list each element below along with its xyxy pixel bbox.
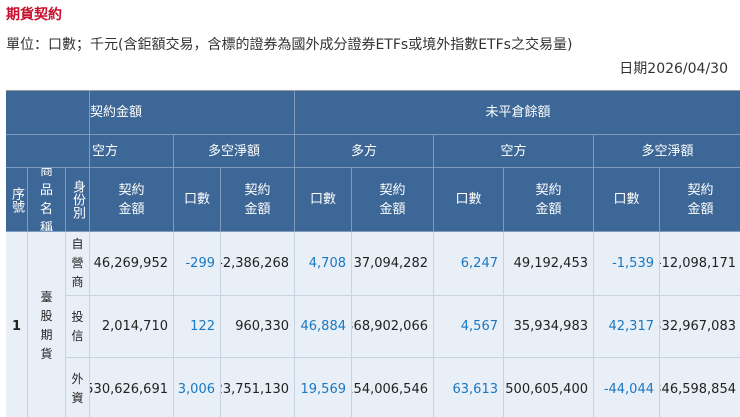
cell-oi-short-amount: 500,605,400: [504, 358, 594, 417]
cell-oi-short-amount: 49,192,453: [504, 232, 594, 296]
cell-short-amount: 530,626,691: [90, 358, 174, 417]
col-header-identity: 身份別: [66, 168, 90, 232]
row-seq: 1: [6, 232, 28, 417]
cell-oi-net-lots[interactable]: -1,539: [594, 232, 660, 296]
futures-table: 契約金額 未平倉餘額 空方 多空淨額 多方 空方 多空淨額 序號 商品名稱 身份…: [6, 90, 740, 417]
cell-oi-long-amount: 37,094,282: [352, 232, 434, 296]
cell-oi-long-amount: 154,006,546: [352, 358, 434, 417]
col-header-net-lots: 口數: [174, 168, 221, 232]
col-header-net-amount: 契約金額: [221, 168, 295, 232]
cell-oi-short-lots[interactable]: 6,247: [434, 232, 504, 296]
sub-header-net-traded: 多空淨額: [174, 135, 295, 168]
cell-oi-net-amount: 332,967,083: [660, 296, 740, 358]
group-header-traded-amount: 契約金額: [90, 91, 295, 135]
sub-header-net-oi: 多空淨額: [594, 135, 740, 168]
cell-oi-net-amount: -346,598,854: [660, 358, 740, 417]
date-label: 日期2026/04/30: [619, 61, 728, 77]
header-corner-2: [6, 135, 90, 168]
col-header-oi-long-lots: 口數: [295, 168, 352, 232]
cell-oi-long-amount: 368,902,066: [352, 296, 434, 358]
cell-oi-short-amount: 35,934,983: [504, 296, 594, 358]
identity-foreign-investors: 外資: [66, 358, 90, 417]
cell-oi-net-lots[interactable]: -44,044: [594, 358, 660, 417]
col-header-oi-net-lots: 口數: [594, 168, 660, 232]
col-header-oi-short-lots: 口數: [434, 168, 504, 232]
col-header-oi-net-amount: 契約金額: [660, 168, 740, 232]
cell-short-amount: 46,269,952: [90, 232, 174, 296]
cell-net-amount: -2,386,268: [221, 232, 295, 296]
cell-oi-long-lots[interactable]: 46,884: [295, 296, 352, 358]
group-header-open-interest: 未平倉餘額: [295, 91, 740, 135]
unit-note: 單位：口數；千元(含鉅額交易，含標的證券為國外成分證券ETFs或境外指數ETFs…: [6, 37, 573, 53]
cell-oi-net-lots[interactable]: 42,317: [594, 296, 660, 358]
col-header-short-amount: 契約金額: [90, 168, 174, 232]
cell-oi-long-lots[interactable]: 19,569: [295, 358, 352, 417]
col-header-seq: 序號: [6, 168, 28, 232]
cell-oi-long-lots[interactable]: 4,708: [295, 232, 352, 296]
cell-short-amount: 2,014,710: [90, 296, 174, 358]
col-header-product: 商品名稱: [28, 168, 66, 232]
product-name: 臺股期貨: [28, 232, 66, 417]
cell-net-lots[interactable]: 3,006: [174, 358, 221, 417]
sub-header-long-oi: 多方: [295, 135, 434, 168]
col-header-oi-short-amount: 契約金額: [504, 168, 594, 232]
sub-header-short-oi: 空方: [434, 135, 594, 168]
header-corner: [6, 91, 90, 135]
identity-dealer: 自營商: [66, 232, 90, 296]
cell-net-amount: 960,330: [221, 296, 295, 358]
cell-net-lots[interactable]: 122: [174, 296, 221, 358]
page-title: 期貨契約: [6, 7, 62, 23]
cell-oi-short-lots[interactable]: 4,567: [434, 296, 504, 358]
sub-header-short-traded: 空方: [90, 135, 174, 168]
cell-net-lots[interactable]: -299: [174, 232, 221, 296]
col-header-oi-long-amount: 契約金額: [352, 168, 434, 232]
cell-oi-short-lots[interactable]: 63,613: [434, 358, 504, 417]
cell-oi-net-amount: -12,098,171: [660, 232, 740, 296]
cell-net-amount: 23,751,130: [221, 358, 295, 417]
identity-investment-trust: 投信: [66, 296, 90, 358]
